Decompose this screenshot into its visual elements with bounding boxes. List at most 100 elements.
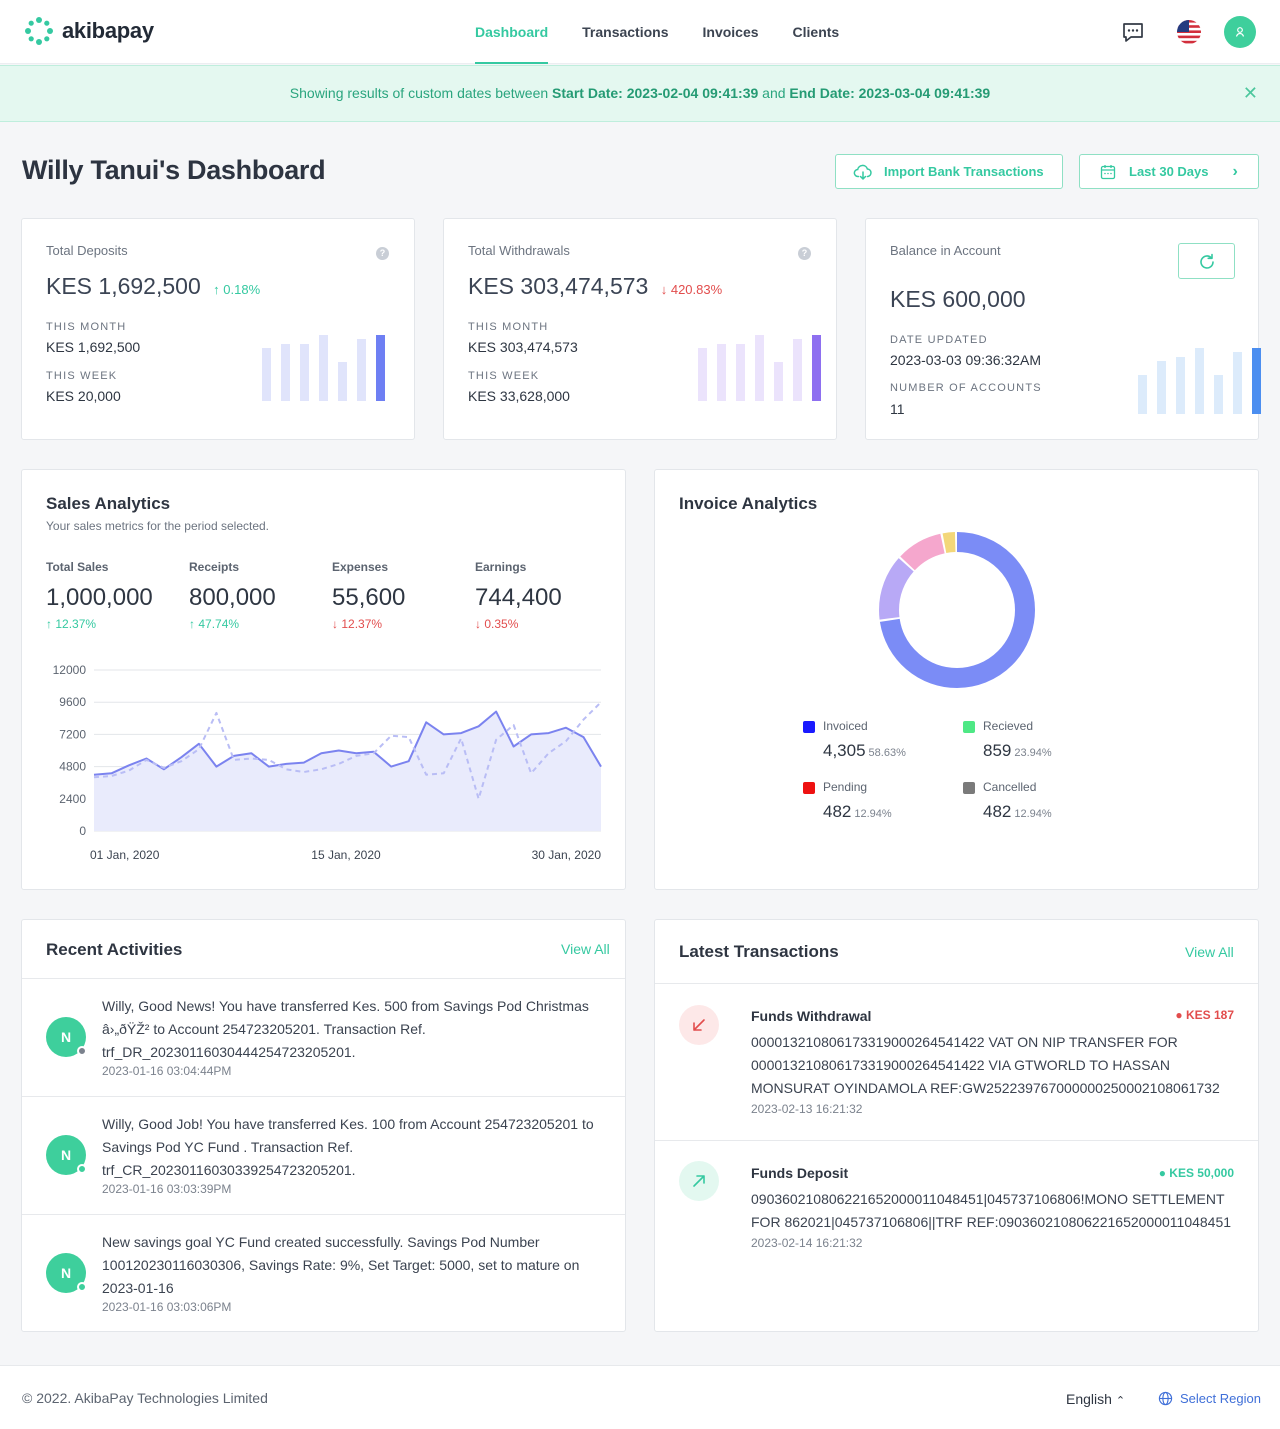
series-line-dashed <box>93 701 602 800</box>
brand-logo[interactable]: akibapay <box>24 16 154 46</box>
help-icon[interactable]: ? <box>376 247 389 260</box>
transaction-time: 2023-02-14 16:21:32 <box>751 1236 863 1250</box>
x-tick-label: 30 Jan, 2020 <box>532 848 602 862</box>
activities-view-all-link[interactable]: View All <box>561 941 610 957</box>
latest-transactions-card: Latest Transactions View All Funds Withd… <box>654 919 1259 1332</box>
invoice-title: Invoice Analytics <box>679 494 818 513</box>
divider <box>655 983 1258 984</box>
withdrawals-mini-chart <box>698 335 831 401</box>
deposits-value: 1,692,500 <box>98 273 201 299</box>
close-icon[interactable]: ✕ <box>1242 83 1258 103</box>
main-nav: Dashboard Transactions Invoices Clients <box>458 0 856 64</box>
banner-start-date: Start Date: 2023-02-04 09:41:39 <box>552 85 759 101</box>
avatar-initial: N <box>60 1265 72 1281</box>
divider <box>22 1214 625 1215</box>
avatar: N <box>46 1135 87 1175</box>
transaction-amount-value: KES 187 <box>1185 1008 1234 1022</box>
stat-total-sales-label: Total Sales <box>46 560 109 574</box>
legend-swatch <box>963 721 975 733</box>
user-avatar[interactable] <box>1224 16 1256 48</box>
legend-invoiced-count: 4,305 <box>823 741 866 760</box>
chat-icon[interactable] <box>1117 16 1149 48</box>
select-region-link[interactable]: Select Region <box>1158 1391 1261 1406</box>
transactions-view-all-link[interactable]: View All <box>1185 944 1234 960</box>
mini-bar <box>1214 375 1223 414</box>
activity-text: Willy, Good Job! You have transferred Ke… <box>102 1116 594 1178</box>
balance-accounts-value: 11 <box>890 401 905 417</box>
deposits-amount: KES 1,692,500 ↑ 0.18% <box>46 273 260 300</box>
logo-icon <box>25 17 53 45</box>
transaction-amount: ● KES 50,000 <box>1158 1166 1234 1180</box>
brand-name: akibapay <box>62 18 154 43</box>
stat-total-sales-change: ↑ 12.37% <box>46 617 97 631</box>
deposits-month-value: KES 1,692,500 <box>46 339 141 355</box>
legend-received-count: 859 <box>983 741 1012 760</box>
us-flag-icon[interactable] <box>1173 16 1205 48</box>
withdrawals-change: ↓ 420.83% <box>660 282 723 297</box>
withdrawals-month-label: THIS MONTH <box>468 321 549 333</box>
nav-dashboard[interactable]: Dashboard <box>458 0 565 64</box>
transaction-title: Funds Deposit <box>751 1165 849 1181</box>
nav-clients[interactable]: Clients <box>792 24 840 40</box>
legend-pending-count: 482 <box>823 802 852 821</box>
mini-bar <box>1157 361 1166 414</box>
withdrawals-label: Total Withdrawals <box>468 243 570 258</box>
deposits-week-value: KES 20,000 <box>46 388 121 404</box>
date-range-label: Last 30 Days <box>1129 164 1209 179</box>
transaction-description: 090360210806221652000011048451|045737106… <box>751 1191 1232 1230</box>
transaction-time: 2023-02-13 16:21:32 <box>751 1102 863 1116</box>
legend-cancelled-pct: 12.94% <box>1014 808 1052 820</box>
refresh-button[interactable] <box>1178 243 1235 279</box>
activity-text: New savings goal YC Fund created success… <box>102 1234 580 1296</box>
activity-text: Willy, Good News! You have transferred K… <box>102 998 589 1060</box>
transaction-amount: ● KES 187 <box>1175 1008 1234 1022</box>
activity-time: 2023-01-16 03:03:06PM <box>102 1300 232 1314</box>
banner-end-date: End Date: 2023-03-04 09:41:39 <box>789 85 991 101</box>
mini-bar <box>1176 357 1185 414</box>
status-dot <box>77 1164 87 1174</box>
balance-amount: KES 600,000 <box>890 286 1026 313</box>
legend-swatch <box>803 782 815 794</box>
balance-label: Balance in Account <box>890 243 1001 258</box>
balance-card: Balance in Account KES 600,000 DATE UPDA… <box>865 218 1261 440</box>
balance-accounts-label: NUMBER OF ACCOUNTS <box>890 382 1042 394</box>
legend-cancelled-value: 482 12.94% <box>983 802 1052 822</box>
date-range-banner: Showing results of custom dates between … <box>0 65 1280 122</box>
mini-bar <box>755 335 764 401</box>
recent-activities-card: Recent Activities View All N Willy, Good… <box>21 919 626 1332</box>
legend-cancelled-label: Cancelled <box>983 780 1037 794</box>
top-navbar: akibapay Dashboard Transactions Invoices… <box>0 0 1280 64</box>
withdrawals-week-value: KES 33,628,000 <box>468 388 570 404</box>
balance-date-label: DATE UPDATED <box>890 334 988 346</box>
stat-receipts-change: ↑ 47.74% <box>189 617 240 631</box>
transaction-amount-value: KES 50,000 <box>1169 1166 1234 1180</box>
mini-bar <box>376 335 385 401</box>
divider <box>655 1140 1258 1141</box>
total-deposits-card: Total Deposits ? KES 1,692,500 ↑ 0.18% T… <box>21 218 415 440</box>
y-tick-label: 0 <box>79 824 86 838</box>
avatar: N <box>46 1017 87 1057</box>
footer: © 2022. AkibaPay Technologies Limited En… <box>0 1365 1280 1429</box>
mini-bar <box>774 362 783 401</box>
donut-slice <box>879 532 1035 688</box>
nav-transactions[interactable]: Transactions <box>582 24 669 40</box>
date-range-button[interactable]: Last 30 Days › <box>1079 154 1259 189</box>
mini-bar <box>736 344 745 401</box>
mini-bar <box>1252 348 1261 414</box>
invoice-donut-chart <box>879 532 1035 688</box>
sales-analytics-card: Sales Analytics Your sales metrics for t… <box>21 469 626 890</box>
status-dot <box>77 1282 87 1292</box>
calendar-icon <box>1100 164 1116 179</box>
stat-total-sales-value: 1,000,000 <box>46 584 153 611</box>
language-selector[interactable]: English ⌃ <box>1066 1391 1125 1407</box>
chevron-up-icon: ⌃ <box>1115 1395 1126 1407</box>
help-icon[interactable]: ? <box>798 247 811 260</box>
avatar-initial: N <box>60 1029 72 1045</box>
stat-total-sales-change-value: 12.37% <box>55 617 97 631</box>
mini-bar <box>281 344 290 401</box>
legend-swatch <box>963 782 975 794</box>
import-bank-transactions-button[interactable]: Import Bank Transactions <box>835 154 1063 189</box>
mini-bar <box>1138 375 1147 414</box>
nav-invoices[interactable]: Invoices <box>702 24 759 40</box>
chevron-right-icon: › <box>1232 162 1238 180</box>
